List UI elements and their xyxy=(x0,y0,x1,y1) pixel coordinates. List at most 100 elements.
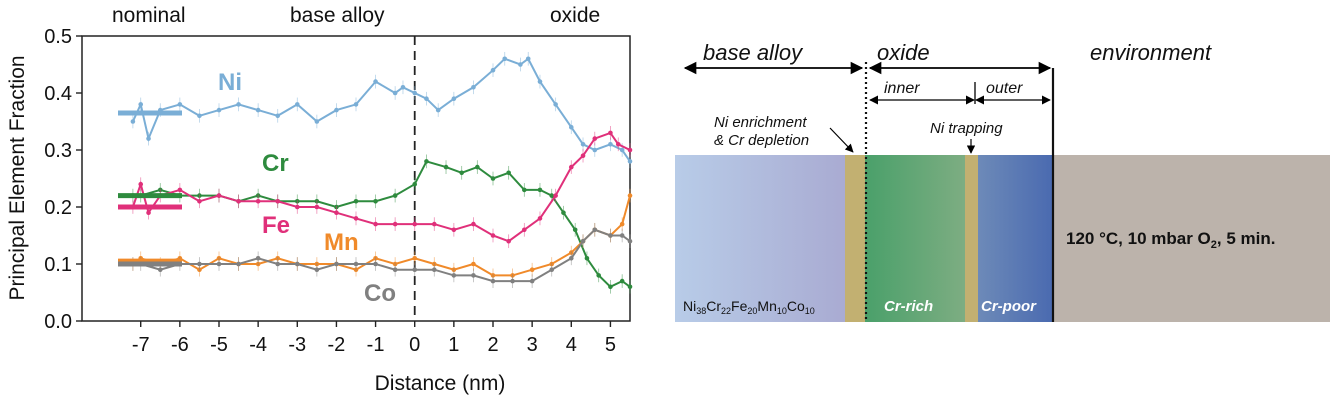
oxidation-schematic: base alloy oxide environment inner outer… xyxy=(675,40,1330,322)
y-tick-label: 0.5 xyxy=(44,26,72,48)
data-point-ni xyxy=(592,147,598,153)
y-axis: 0.0 0.1 0.2 0.3 0.4 0.5 xyxy=(44,26,82,333)
data-point-cr xyxy=(627,284,633,290)
data-point-cr xyxy=(506,170,511,176)
data-point-ni xyxy=(412,90,418,96)
data-point-fe xyxy=(506,238,511,244)
cr-rich-layer xyxy=(865,155,965,322)
data-point-cr xyxy=(608,284,613,290)
data-point-co xyxy=(157,267,163,273)
data-point-ni xyxy=(255,107,261,113)
data-point-ni xyxy=(400,85,406,90)
data-point-ni xyxy=(392,90,398,96)
data-point-fe xyxy=(627,147,633,153)
annotation-ni-trapping: Ni trapping xyxy=(930,120,1003,137)
label-base-alloy: base alloy xyxy=(703,40,804,65)
data-point-fe xyxy=(615,142,621,147)
data-point-cr xyxy=(537,187,543,193)
formula-cr: Cr xyxy=(706,298,721,314)
data-point-co xyxy=(592,227,598,233)
data-point-ni xyxy=(435,107,441,113)
data-point-fe xyxy=(471,221,476,227)
data-point-fe xyxy=(537,216,543,221)
data-point-cr xyxy=(619,278,625,284)
data-point-co xyxy=(549,267,555,273)
base-alloy-formula: Ni38Cr22Fe20Mn10Co10 xyxy=(683,298,815,316)
data-point-ni xyxy=(373,79,378,84)
formula-fe: Fe xyxy=(731,298,748,314)
data-point-ni xyxy=(619,147,625,153)
cr-poor-label: Cr-poor xyxy=(981,298,1037,315)
data-point-cr xyxy=(561,210,566,215)
data-point-ni xyxy=(353,102,359,107)
element-fraction-chart: nominal base alloy oxide 0.0 0.1 0.2 0.3 0.4… xyxy=(6,4,633,395)
x-tick-label: 0 xyxy=(409,334,420,356)
region-label-oxide: oxide xyxy=(550,4,600,27)
data-point-ni xyxy=(294,102,300,107)
data-point-cr xyxy=(596,273,601,278)
data-point-ni xyxy=(553,102,558,107)
data-point-co xyxy=(334,261,339,267)
data-point-co xyxy=(392,267,398,273)
series-fe xyxy=(130,126,633,249)
x-axis-label: Distance (nm) xyxy=(375,372,506,395)
conditions-subscript: 2 xyxy=(1211,239,1217,251)
x-tick-label: -7 xyxy=(132,334,150,356)
data-point-fe xyxy=(255,199,261,204)
data-point-cr xyxy=(475,164,480,170)
formula-sub-10a: 10 xyxy=(777,306,787,316)
data-point-fe xyxy=(431,221,437,227)
data-point-fe xyxy=(392,221,398,227)
data-point-co xyxy=(314,267,320,273)
annotation-ni-enrichment-2: & Cr depletion xyxy=(714,132,809,149)
data-point-fe xyxy=(177,187,183,193)
data-point-co xyxy=(373,261,378,267)
x-tick-label: -2 xyxy=(328,334,346,356)
data-point-ni xyxy=(580,142,586,147)
plot-frame xyxy=(81,35,631,322)
data-point-ni xyxy=(130,119,136,124)
formula-co: Co xyxy=(787,298,805,314)
x-tick-label: 3 xyxy=(527,334,538,356)
data-point-ni xyxy=(236,102,241,107)
data-point-co xyxy=(236,261,241,267)
data-point-fe xyxy=(314,204,320,210)
x-tick-label: -3 xyxy=(288,334,306,356)
ni-enriched-band xyxy=(845,155,865,322)
data-point-cr xyxy=(549,193,555,198)
data-point-co xyxy=(451,273,457,278)
data-point-co xyxy=(568,255,574,261)
region-label-base-alloy: base alloy xyxy=(290,4,385,27)
data-point-cr xyxy=(392,193,398,198)
data-point-ni xyxy=(334,107,339,113)
data-point-cr xyxy=(353,199,359,204)
data-point-co xyxy=(353,261,359,267)
data-point-co xyxy=(294,261,300,267)
data-point-fe xyxy=(373,221,378,227)
data-point-cr xyxy=(443,164,449,170)
label-inner: inner xyxy=(884,80,920,97)
data-point-fe xyxy=(334,210,339,215)
data-point-fe xyxy=(294,204,300,210)
ni-trapping-band xyxy=(965,155,978,322)
data-point-cr xyxy=(584,255,590,261)
y-tick-label: 0.4 xyxy=(44,83,72,105)
data-point-fe xyxy=(275,199,281,204)
data-point-cr xyxy=(490,176,496,181)
x-tick-label: 1 xyxy=(448,334,459,356)
data-point-co xyxy=(255,255,261,261)
label-oxide: oxide xyxy=(877,40,930,65)
x-axis: -7 -6 -5 -4 -3 -2 -1 0 1 2 3 4 5 xyxy=(132,321,616,356)
formula-ni: Ni xyxy=(683,298,696,314)
data-point-fe xyxy=(236,199,241,204)
data-point-mn xyxy=(471,261,476,267)
data-point-ni xyxy=(537,79,543,84)
y-tick-label: 0.3 xyxy=(44,140,72,162)
data-point-ni xyxy=(502,56,508,62)
data-point-mn xyxy=(412,255,418,261)
formula-sub-20: 20 xyxy=(747,306,757,316)
y-tick-label: 0.1 xyxy=(44,254,72,276)
x-tick-label: -1 xyxy=(367,334,385,356)
data-point-fe xyxy=(197,199,202,204)
